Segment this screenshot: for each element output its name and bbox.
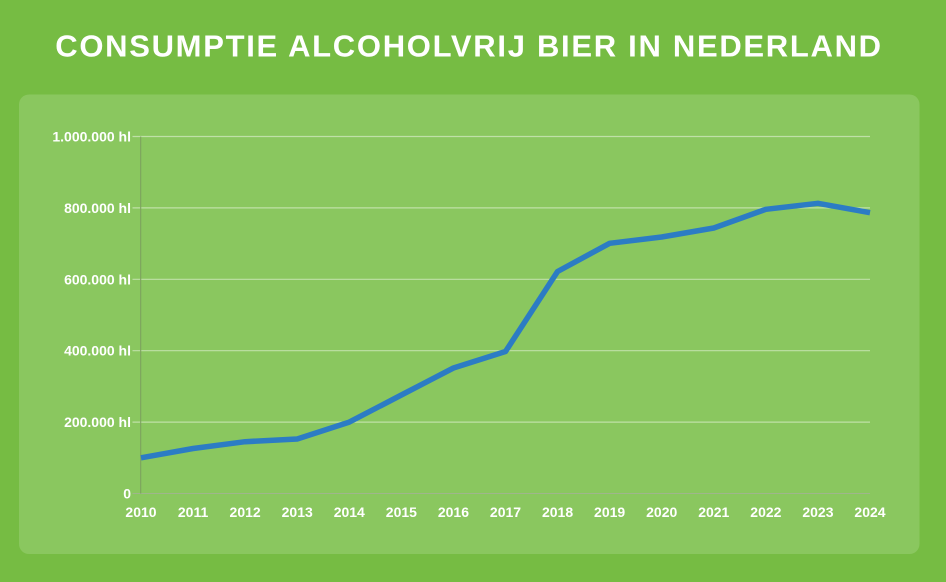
svg-text:2016: 2016 (438, 504, 469, 520)
svg-text:2011: 2011 (178, 504, 209, 520)
svg-text:2020: 2020 (646, 504, 677, 520)
svg-text:200.000 hl: 200.000 hl (64, 414, 131, 430)
svg-text:2024: 2024 (854, 504, 885, 520)
svg-text:2018: 2018 (542, 504, 573, 520)
svg-text:2023: 2023 (802, 504, 833, 520)
svg-text:2015: 2015 (386, 504, 417, 520)
svg-text:2012: 2012 (230, 504, 261, 520)
svg-text:2019: 2019 (594, 504, 625, 520)
svg-text:0: 0 (123, 486, 131, 502)
svg-text:400.000 hl: 400.000 hl (64, 343, 131, 359)
svg-text:1.000.000 hl: 1.000.000 hl (52, 129, 131, 145)
svg-text:2022: 2022 (750, 504, 781, 520)
svg-text:2014: 2014 (334, 504, 365, 520)
svg-text:2017: 2017 (490, 504, 521, 520)
svg-text:2021: 2021 (698, 504, 729, 520)
svg-text:2010: 2010 (125, 504, 156, 520)
svg-text:CONSUMPTIE ALCOHOLVRIJ BIER IN: CONSUMPTIE ALCOHOLVRIJ BIER IN NEDERLAND (55, 29, 883, 64)
svg-text:2013: 2013 (282, 504, 313, 520)
svg-text:800.000 hl: 800.000 hl (64, 200, 131, 216)
svg-text:600.000 hl: 600.000 hl (64, 271, 131, 287)
